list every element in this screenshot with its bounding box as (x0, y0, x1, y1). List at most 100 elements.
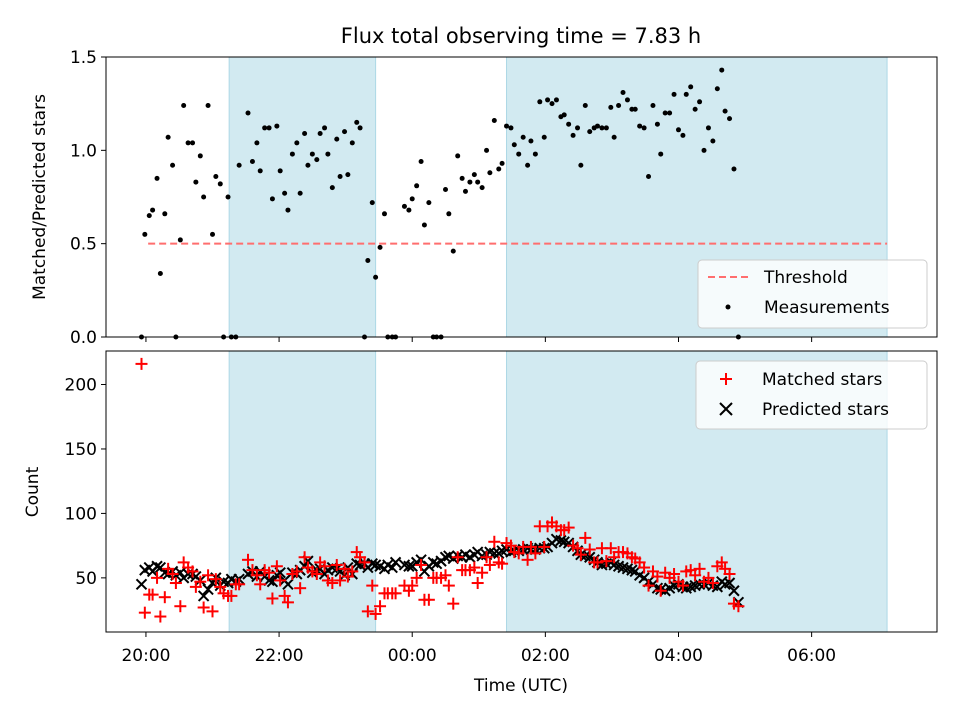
measurement-point (302, 131, 308, 137)
measurement-point (217, 181, 223, 187)
measurement-point (553, 97, 559, 103)
y-tick-label: 100 (65, 504, 97, 524)
bottom-y-axis-label: Count (23, 466, 43, 517)
matched-star-marker (270, 560, 283, 573)
x-tick-label: 02:00 (521, 646, 570, 666)
measurement-point (305, 162, 311, 168)
matched-star-marker (135, 357, 148, 370)
matched-star-marker (154, 610, 167, 623)
measurement-point (662, 110, 668, 116)
y-tick-label: 50 (75, 569, 97, 589)
measurement-point (142, 231, 148, 237)
measurement-point (245, 110, 251, 116)
measurement-point (357, 125, 363, 131)
predicted-star-marker (135, 578, 148, 591)
top-y-axis-label: Matched/Predicted stars (30, 94, 50, 300)
y-tick-label: 150 (65, 440, 97, 460)
measurement-point (467, 179, 473, 185)
matched-star-marker (571, 542, 584, 555)
legend-predicted-swatch (719, 402, 733, 416)
measurement-point (537, 99, 543, 105)
measurement-point (236, 162, 242, 168)
matched-star-marker (174, 600, 187, 613)
predicted-star-marker (728, 585, 740, 597)
matched-star-marker (374, 600, 387, 613)
predicted-star-marker (723, 577, 736, 589)
x-tick-label: 00:00 (388, 646, 437, 666)
measurement-point (683, 91, 689, 97)
matched-star-marker (476, 566, 489, 579)
measurement-point (570, 132, 576, 138)
matched-star-marker (604, 542, 617, 555)
matched-star-marker (242, 553, 255, 566)
measurement-point (409, 196, 415, 202)
measurement-point (354, 119, 360, 125)
measurement-point (406, 207, 412, 213)
measurement-point (154, 175, 160, 181)
matched-star-marker (233, 578, 246, 591)
measurement-point (561, 112, 567, 118)
measurement-point (309, 151, 315, 157)
measurement-point (491, 117, 497, 123)
matched-star-marker (488, 535, 501, 548)
predicted-star-marker (366, 557, 378, 570)
measurement-point (603, 125, 609, 131)
matched-star-marker (689, 569, 702, 582)
measurement-point (325, 151, 331, 157)
measurement-point (462, 188, 468, 194)
matched-star-marker (654, 584, 667, 597)
matched-star-marker (496, 557, 509, 570)
measurement-point (314, 157, 320, 163)
bottom-y-ticks: 50 100 150 200 (65, 376, 106, 589)
matched-star-marker (651, 570, 664, 583)
matched-star-marker (538, 540, 551, 553)
matched-star-marker (410, 571, 423, 584)
measurement-point (594, 123, 600, 129)
legend-measurements-swatch (725, 304, 731, 310)
measurement-point (599, 125, 605, 131)
measurement-point (520, 134, 526, 140)
matched-star-marker (468, 561, 481, 574)
top-panel: 0.0 0.5 1.0 1.5 Matched/Predicted stars Thr… (30, 48, 938, 348)
measurement-point (582, 103, 588, 109)
bottom-legend-box (695, 360, 928, 430)
measurement-point (294, 140, 300, 146)
matched-star-marker (693, 562, 706, 575)
legend-matched-swatch (720, 373, 732, 385)
measurement-point (624, 97, 630, 103)
measurement-point (285, 207, 291, 213)
matched-star-marker (447, 597, 460, 610)
matched-star-marker (209, 573, 222, 586)
measurement-point (710, 138, 716, 144)
matched-star-marker (471, 577, 484, 590)
matched-star-marker (524, 540, 537, 553)
matched-star-marker (504, 539, 517, 552)
measurement-point (654, 121, 660, 127)
measurement-point (688, 84, 694, 90)
measurement-point (446, 211, 452, 217)
matched-star-marker (451, 551, 464, 564)
matched-star-marker (579, 531, 592, 544)
measurement-point (342, 129, 348, 135)
matched-star-marker (574, 548, 587, 561)
matched-star-markers (135, 357, 745, 623)
measurement-point (667, 110, 673, 116)
measurement-point (254, 140, 260, 146)
matched-star-marker (338, 562, 351, 575)
y-tick-label: 0.5 (70, 235, 97, 255)
predicted-star-marker (202, 583, 214, 596)
matched-star-marker (197, 601, 210, 614)
predicted-star-marker (626, 564, 638, 576)
matched-star-marker (330, 558, 343, 571)
bottom-panel: 50 100 150 200 20:00 22:00 00:00 02:00 04:00 06:… (23, 350, 938, 696)
matched-star-marker (194, 575, 207, 588)
matched-star-marker (723, 567, 736, 580)
matched-star-marker (529, 547, 542, 560)
measurement-point (471, 172, 477, 178)
x-axis-label: Time (UTC) (473, 676, 568, 696)
matched-star-marker (415, 558, 428, 571)
measurement-point (566, 121, 572, 127)
measurement-point (658, 151, 664, 157)
measurement-point (455, 153, 461, 159)
